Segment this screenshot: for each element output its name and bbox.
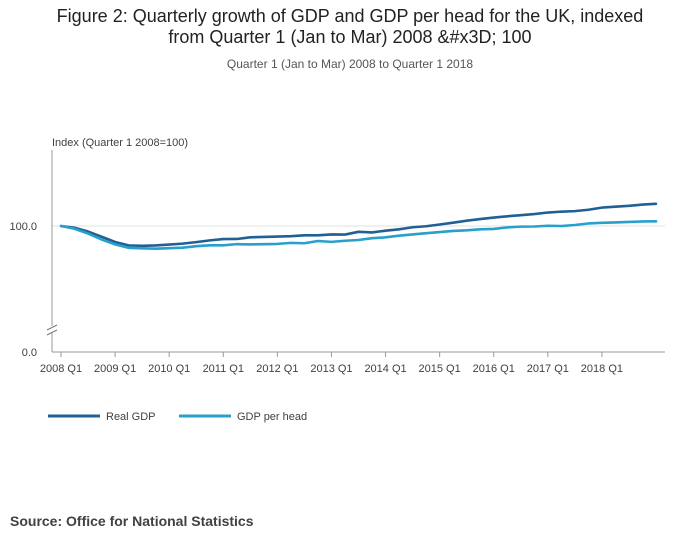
legend-label-1: GDP per head: [237, 411, 307, 423]
x-tick-label: 2016 Q1: [473, 363, 515, 375]
x-tick-label: 2010 Q1: [148, 363, 190, 375]
series-line-1: [59, 220, 658, 250]
line-chart: 0.0 100.0 Index (Quarter 1 2008=100) 2008 Q…: [9, 137, 665, 423]
x-tick-label: 2014 Q1: [364, 363, 406, 375]
x-tick-label: 2009 Q1: [94, 363, 136, 375]
axis-break-mark: [46, 329, 58, 336]
x-tick-label: 2008 Q1: [40, 363, 82, 375]
chart-title-line-2: from Quarter 1 (Jan to Mar) 2008 &#x3D; …: [168, 27, 532, 47]
x-tick-label: 2012 Q1: [256, 363, 298, 375]
x-tick-label: 2017 Q1: [527, 363, 569, 375]
y-axis-label: Index (Quarter 1 2008=100): [52, 137, 188, 149]
axis-layer: 0.0 100.0 Index (Quarter 1 2008=100) 2008 Q…: [9, 137, 665, 375]
source-note: Source: Office for National Statistics: [10, 513, 254, 529]
x-tick-label: 2015 Q1: [419, 363, 461, 375]
series-layer: [59, 202, 658, 250]
chart-title-line-1: Figure 2: Quarterly growth of GDP and GD…: [56, 6, 644, 26]
x-tick-label: 2018 Q1: [581, 363, 623, 375]
x-tick-label: 2011 Q1: [203, 363, 244, 375]
chart-subtitle: Quarter 1 (Jan to Mar) 2008 to Quarter 1…: [226, 57, 474, 71]
axis-break-mark: [46, 324, 58, 331]
x-tick-label: 2013 Q1: [310, 363, 352, 375]
legend: Real GDP GDP per head: [48, 411, 307, 423]
y-tick-label: 0.0: [22, 347, 37, 359]
y-tick-label: 100.0: [9, 221, 37, 233]
series-line-0: [59, 202, 658, 248]
chart-title: Figure 2: Quarterly growth of GDP and GD…: [0, 6, 700, 48]
axis-break-gap: [46, 326, 58, 333]
legend-label-0: Real GDP: [106, 411, 156, 423]
